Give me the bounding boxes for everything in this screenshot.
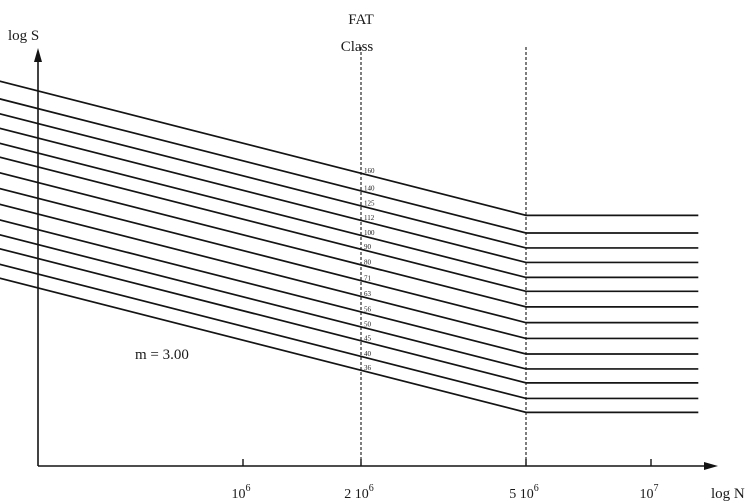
fat-class-label-63: 63: [364, 290, 372, 298]
sn-curve-fat-140: [0, 98, 699, 234]
x-tick-label-2: 5 106: [509, 483, 539, 502]
chart-header-line-1: FAT: [348, 12, 374, 28]
sn-curve-fat-80: [0, 171, 699, 308]
fat-class-label-112: 112: [364, 214, 375, 222]
chart-header-line-2: Class: [341, 39, 374, 55]
sn-curve-fat-112: [0, 127, 699, 264]
sn-curve-fat-50: [0, 234, 699, 370]
y-axis-arrowhead: [34, 48, 42, 62]
sn-curve-fat-40: [0, 263, 699, 400]
sn-curves: [0, 80, 699, 414]
fat-class-label-40: 40: [364, 350, 372, 358]
sn-curve-fat-45: [0, 247, 699, 384]
sn-curve-fat-100: [0, 142, 699, 279]
fat-class-label-56: 56: [364, 306, 372, 314]
sn-curve-fat-160: [0, 80, 699, 217]
x-tick-label-1: 2 106: [344, 483, 374, 502]
x-tick-label-3: 107: [640, 483, 659, 502]
sn-curve-fat-56: [0, 219, 699, 355]
x-axis-arrowhead: [704, 462, 718, 470]
sn-curve-fat-36: [0, 277, 699, 414]
fat-class-label-71: 71: [364, 274, 372, 282]
fat-class-labels: 160 140 125 112 100 90 80 71 63 56 50 45 40 36: [364, 167, 375, 372]
sn-curve-fat-125: [0, 113, 699, 249]
sn-curve-fat-63: [0, 203, 699, 340]
fat-class-label-100: 100: [364, 229, 375, 237]
fat-class-label-160: 160: [364, 167, 375, 175]
y-axis-label: log S: [8, 28, 39, 44]
x-ticks: 106 2 106 5 106 107: [232, 459, 659, 502]
fat-class-label-90: 90: [364, 243, 372, 251]
fat-class-label-36: 36: [364, 364, 372, 372]
fat-class-label-125: 125: [364, 200, 375, 208]
fat-class-label-50: 50: [364, 321, 372, 329]
fat-class-label-140: 140: [364, 185, 375, 193]
sn-curve-fat-90: [0, 156, 699, 293]
sn-curve-fat-71: [0, 187, 699, 324]
x-tick-label-0: 106: [232, 483, 251, 502]
fat-class-label-45: 45: [364, 335, 372, 343]
reference-lines: [360, 45, 527, 465]
slope-annotation: m = 3.00: [135, 347, 189, 363]
fat-class-label-80: 80: [364, 259, 372, 267]
x-axis-label: log N: [711, 486, 745, 502]
